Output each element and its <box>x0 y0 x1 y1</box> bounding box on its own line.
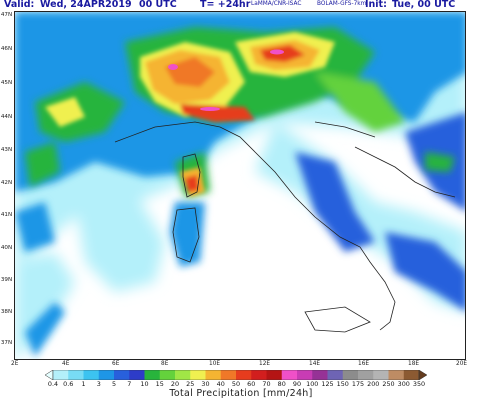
colorbar-tick-label: 10 <box>140 380 149 388</box>
init-value: Tue, 00 UTC <box>392 0 456 10</box>
lon-label: 18E <box>408 361 420 367</box>
colorbar-swatch <box>358 370 374 380</box>
colorbar-tick-label: 30 <box>201 380 210 388</box>
lon-label: 16E <box>358 361 370 367</box>
lat-label: 39N <box>0 277 13 283</box>
colorbar-swatch <box>220 370 237 380</box>
lon-label: 6E <box>112 361 120 367</box>
colorbar-swatch <box>403 370 420 380</box>
colorbar-tick-label: 300 <box>397 380 410 388</box>
colorbar-tick-label: 50 <box>231 380 241 388</box>
colorbar-swatch <box>327 370 344 380</box>
colorbar-swatch <box>251 370 267 380</box>
colorbar-swatch <box>297 370 313 380</box>
map-header: Valid: Wed, 24APR2019 00 UTC T= +24hr La… <box>0 0 482 10</box>
colorbar-tick-label: 0.4 <box>47 380 59 388</box>
lat-label: 44N <box>0 114 13 120</box>
colorbar-swatch <box>205 370 222 380</box>
colorbar-swatch <box>83 370 100 380</box>
lon-label: 14E <box>309 361 321 367</box>
valid-label: Valid: <box>4 0 35 10</box>
lat-label: 37N <box>0 340 13 346</box>
lon-label: 12E <box>259 361 271 367</box>
lat-label: 45N <box>0 80 13 86</box>
heavy-precip-layer <box>45 32 335 197</box>
lat-label: 40N <box>0 245 13 251</box>
model-name: BOLAM-GFS-7km <box>317 1 367 7</box>
colorbar-tick-label: 1 <box>81 380 86 388</box>
colorbar-tick-label: 60 <box>247 380 256 388</box>
colorbar-swatch <box>388 370 405 380</box>
colorbar-title: Total Precipitation [mm/24h] <box>169 388 313 399</box>
colorbar-tick-label: 7 <box>127 380 132 388</box>
colorbar-swatch <box>53 370 69 380</box>
colorbar-swatch <box>129 370 145 380</box>
colorbar-swatch <box>342 370 359 380</box>
colorbar-tick-label: 125 <box>321 380 334 388</box>
colorbar-tick-label: 100 <box>306 380 319 388</box>
colorbar-tick-label: 70 <box>262 380 271 388</box>
lat-label: 46N <box>0 46 13 52</box>
colorbar-tick-label: 20 <box>170 380 180 388</box>
lat-label: 41N <box>0 212 13 218</box>
colorbar-swatch <box>373 370 389 380</box>
colorbar-tick-label: 15 <box>155 380 164 388</box>
lon-label: 10E <box>209 361 221 367</box>
colorbar-tick-label: 200 <box>367 380 380 388</box>
colorbar-tick-label: 90 <box>292 380 302 388</box>
colorbar-labels: 0.4 0.6 1 3 5 7 10 15 20 25 30 40 50 60 70 80 90 100 125 15… <box>45 380 427 388</box>
colorbar-swatch <box>98 370 115 380</box>
colorbar-swatch <box>190 370 206 380</box>
lon-label: 8E <box>161 361 169 367</box>
colorbar-tick-label: 350 <box>412 380 426 388</box>
colorbar-swatch <box>144 370 161 380</box>
valid-date: Wed, 24APR2019 <box>40 0 132 10</box>
colorbar-tick-label: 80 <box>277 380 286 388</box>
colorbar-tick-label: 5 <box>111 380 117 388</box>
valid-time: 00 UTC <box>139 0 177 10</box>
lat-label: 38N <box>0 309 13 315</box>
lat-label: 43N <box>0 147 13 153</box>
precipitation-map <box>14 11 466 360</box>
colorbar-frame <box>52 370 420 380</box>
colorbar-tick-label: 175 <box>351 380 365 388</box>
colorbar-swatch <box>266 370 283 380</box>
colorbar-swatch <box>312 370 328 380</box>
extreme-precip-spots <box>168 49 284 111</box>
lon-label: 20E <box>456 361 468 367</box>
colorbar-tick-label: 150 <box>336 380 349 388</box>
lat-label: 47N <box>0 12 13 18</box>
colorbar-tick-label: 250 <box>382 380 395 388</box>
colorbar <box>45 370 427 380</box>
colorbar-swatch <box>175 370 191 380</box>
colorbar-swatch <box>159 370 176 380</box>
colorbar-tick-label: 0.6 <box>63 380 74 388</box>
colorbar-tick-label: 40 <box>216 380 225 388</box>
colorbar-tick-label: 3 <box>96 380 101 388</box>
colorbar-swatch <box>114 370 130 380</box>
init-label: Init: <box>365 0 387 10</box>
lon-label: 2E <box>11 361 19 367</box>
colorbar-arrow-low <box>45 370 54 380</box>
lat-label: 42N <box>0 180 13 186</box>
colorbar-swatch <box>236 370 252 380</box>
credits-text: LaMMA/CNR-ISAC <box>251 1 302 7</box>
colorbar-swatch <box>281 370 298 380</box>
colorbar-arrow-high <box>418 370 427 380</box>
colorbar-tick-label: 25 <box>186 380 195 388</box>
lon-label: 4E <box>62 361 70 367</box>
coastlines <box>114 121 456 333</box>
forecast-step: T= +24hr <box>200 0 251 10</box>
precipitation-field <box>15 12 465 359</box>
colorbar-swatch <box>68 370 84 380</box>
